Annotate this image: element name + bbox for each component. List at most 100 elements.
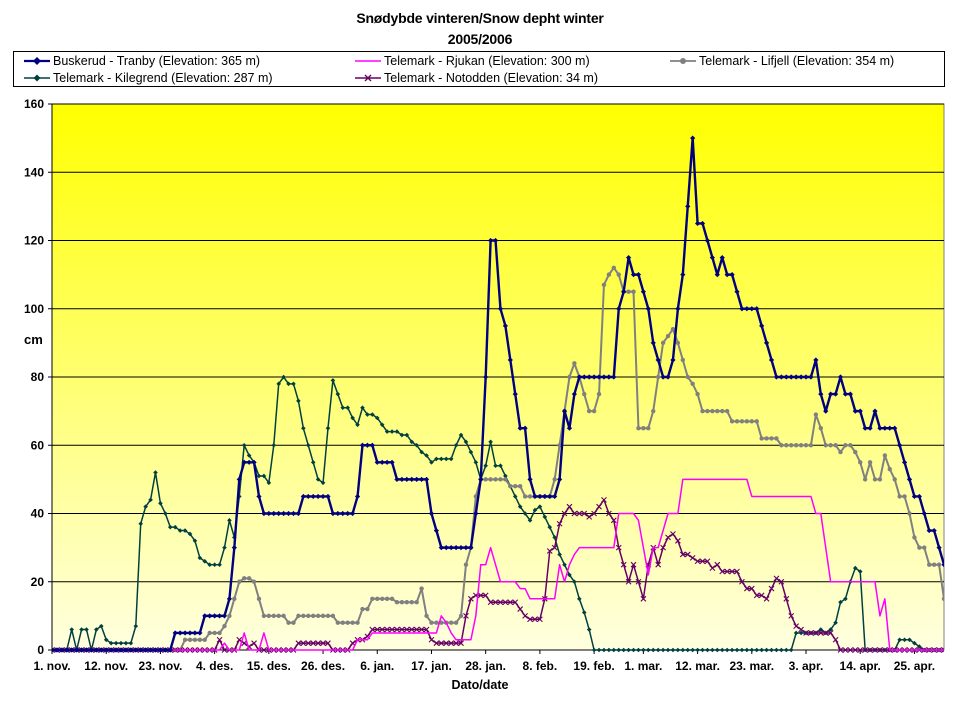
- data-point: [828, 391, 834, 397]
- data-point: [581, 510, 588, 517]
- data-point: [789, 443, 794, 448]
- data-point: [586, 627, 592, 632]
- data-point: [108, 640, 114, 646]
- data-point: [817, 630, 824, 636]
- data-point: [315, 493, 321, 500]
- data-point: [774, 647, 779, 653]
- data-point: [660, 544, 666, 551]
- x-tick-label: 19. feb.: [573, 659, 614, 673]
- data-point: [414, 600, 419, 605]
- data-point: [202, 558, 208, 564]
- data-point: [172, 524, 178, 530]
- data-point: [606, 374, 612, 380]
- data-point: [892, 477, 897, 482]
- data-point: [177, 630, 183, 636]
- legend-swatch-notodden: [355, 74, 381, 82]
- data-point: [246, 576, 252, 581]
- data-point: [192, 637, 198, 642]
- legend-swatch-kilegrend: [24, 74, 50, 82]
- data-point: [645, 306, 651, 312]
- legend-label-tranby: Buskerud - Tranby (Elevation: 365 m): [53, 54, 261, 68]
- data-point: [838, 599, 843, 605]
- data-point: [887, 466, 892, 472]
- data-point: [951, 579, 956, 584]
- data-point: [403, 626, 410, 633]
- data-point: [753, 592, 760, 599]
- data-point: [651, 408, 656, 414]
- data-point: [952, 631, 956, 635]
- data-point: [947, 621, 951, 625]
- data-point: [359, 442, 366, 448]
- x-axis: 1. nov. 12. nov. 23. nov. 4. des. 15. des. 26…: [33, 649, 944, 673]
- data-point: [596, 503, 602, 510]
- data-point: [197, 555, 203, 561]
- data-point: [281, 613, 286, 619]
- data-point: [251, 640, 257, 647]
- x-tick-label: 4. des.: [196, 659, 233, 673]
- y-tick-label: 20: [31, 575, 45, 589]
- data-point: [182, 528, 188, 533]
- data-point: [123, 647, 129, 653]
- data-point: [187, 630, 193, 636]
- data-point: [640, 289, 646, 295]
- x-tick-label: 26. des.: [301, 659, 345, 673]
- data-point: [581, 374, 587, 380]
- data-point: [418, 626, 425, 633]
- series-layer: [52, 135, 956, 653]
- data-point: [310, 613, 316, 619]
- data-point: [749, 419, 755, 424]
- data-point: [729, 568, 735, 575]
- data-point: [325, 425, 331, 431]
- data-point: [709, 565, 716, 571]
- chart-title: Snødybde vinteren/Snow depht winter: [356, 10, 604, 26]
- data-point: [941, 647, 944, 653]
- data-point: [768, 585, 775, 592]
- x-tick-label: 23. nov.: [139, 659, 183, 673]
- data-point: [384, 429, 390, 434]
- data-point: [867, 460, 873, 465]
- data-point: [517, 504, 523, 509]
- data-point: [375, 596, 380, 602]
- data-point: [527, 518, 533, 523]
- data-point: [754, 306, 760, 312]
- data-point: [522, 494, 528, 499]
- data-point: [951, 648, 956, 653]
- data-point: [680, 357, 686, 363]
- data-point: [335, 620, 341, 625]
- data-point: [256, 596, 262, 602]
- data-point: [744, 306, 750, 312]
- data-point: [700, 647, 705, 653]
- data-point: [512, 391, 518, 397]
- data-point: [852, 408, 858, 414]
- data-point: [941, 562, 944, 568]
- x-tick-label: 1. nov.: [33, 659, 70, 673]
- data-point: [271, 613, 276, 619]
- data-point: [759, 436, 764, 441]
- data-point: [295, 640, 302, 647]
- data-point: [320, 480, 326, 486]
- data-point: [547, 493, 553, 500]
- data-point: [532, 616, 538, 623]
- data-point: [881, 647, 888, 653]
- data-point: [754, 647, 760, 653]
- data-point: [625, 254, 632, 261]
- data-point: [448, 620, 454, 625]
- data-point: [631, 289, 636, 294]
- data-point: [197, 637, 203, 642]
- data-point: [222, 623, 227, 629]
- data-point: [187, 531, 193, 537]
- data-point: [473, 460, 479, 465]
- data-point: [493, 463, 498, 469]
- data-point: [946, 562, 951, 567]
- data-point: [852, 647, 859, 653]
- data-point: [547, 524, 553, 530]
- data-point: [325, 493, 331, 500]
- data-point: [512, 494, 518, 499]
- data-point: [286, 381, 291, 387]
- data-point: [527, 616, 533, 623]
- data-point: [704, 237, 711, 244]
- data-point: [364, 442, 371, 448]
- data-point: [286, 620, 291, 625]
- data-point: [734, 647, 740, 653]
- data-point: [434, 456, 439, 462]
